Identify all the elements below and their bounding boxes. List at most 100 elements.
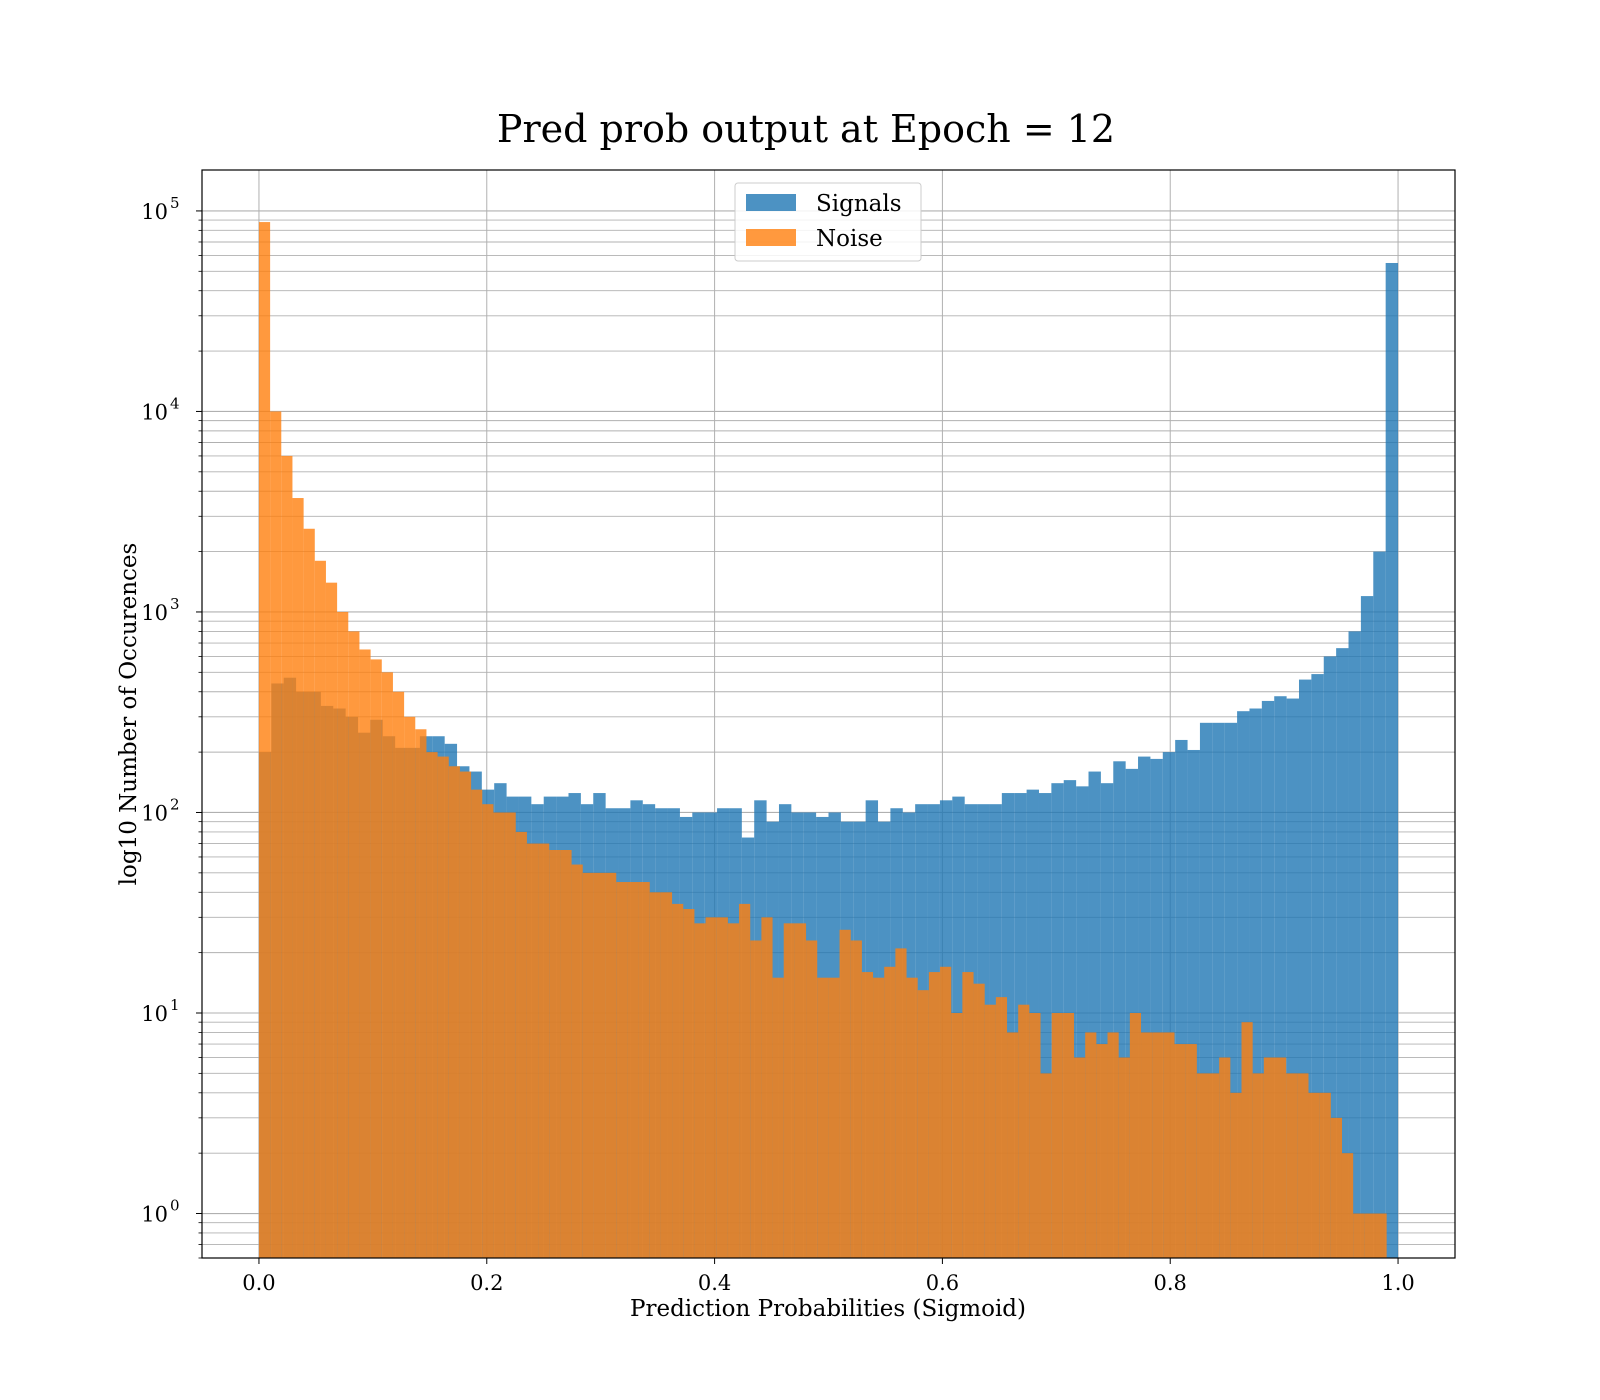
bar-noise [538, 843, 550, 1258]
y-tick-exponent: 5 [170, 194, 180, 212]
bar-noise [750, 940, 762, 1258]
bar-noise [1118, 1057, 1130, 1258]
y-tick-label: 10 [141, 1002, 168, 1026]
y-tick-label: 10 [141, 400, 168, 424]
bar-noise [727, 923, 740, 1258]
bar-noise [404, 716, 416, 1258]
bar-noise [1319, 1092, 1331, 1258]
y-tick-exponent: 1 [170, 996, 180, 1014]
bar-noise [984, 1004, 996, 1258]
bar-noise [504, 812, 516, 1258]
bar-noise [1308, 1092, 1320, 1258]
bar-noise [951, 1012, 963, 1258]
bar-noise [359, 649, 371, 1258]
bar-noise [1163, 1032, 1175, 1258]
bar-noise [471, 789, 483, 1258]
legend-swatch-noise [746, 229, 796, 246]
bar-noise [1375, 1213, 1387, 1258]
bar-noise [1341, 1153, 1354, 1258]
bar-noise [672, 903, 684, 1258]
bar-noise [1107, 1032, 1119, 1258]
bar-noise [995, 997, 1008, 1258]
bar-noise [906, 977, 918, 1258]
legend-label-signals: Signals [816, 191, 902, 217]
bar-noise [716, 917, 728, 1258]
bar-signals [1385, 262, 1399, 1258]
bar-noise [1330, 1117, 1342, 1258]
bar-noise [549, 849, 561, 1258]
y-tick-exponent: 2 [170, 795, 180, 813]
bar-noise [806, 940, 818, 1258]
bar-noise [1219, 1057, 1231, 1258]
bar-noise [1196, 1073, 1209, 1258]
bar-noise [917, 990, 929, 1258]
bar-noise [940, 966, 952, 1258]
bar-noise [381, 672, 393, 1258]
y-tick-exponent: 0 [170, 1197, 180, 1215]
bar-noise [649, 892, 661, 1258]
bar-noise [1141, 1032, 1153, 1258]
bar-noise [303, 528, 315, 1258]
bar-noise [705, 917, 717, 1258]
x-tick-label: 1.0 [1381, 1271, 1414, 1295]
bar-noise [1007, 1032, 1019, 1258]
bar-noise [839, 929, 851, 1258]
bar-noise [370, 659, 382, 1258]
bar-noise [1275, 1057, 1287, 1258]
bar-noise [605, 872, 617, 1258]
bar-noise [1353, 1213, 1365, 1258]
chart-title: Pred prob output at Epoch = 12 [497, 107, 1115, 151]
bar-noise [482, 804, 494, 1258]
bar-noise [761, 917, 773, 1258]
x-axis: 0.0 0.2 0.4 0.6 0.8 1.0 [242, 1258, 1415, 1295]
bar-noise [292, 498, 304, 1258]
bar-noise [1018, 1004, 1030, 1258]
bar-noise [694, 923, 706, 1258]
bar-noise [739, 903, 751, 1258]
bar-noise [314, 560, 326, 1258]
bar-noise [1286, 1073, 1298, 1258]
bar-noise [1263, 1057, 1276, 1258]
bar-signals [1348, 631, 1361, 1258]
bar-noise [1364, 1213, 1376, 1258]
bar-noise [1096, 1044, 1108, 1258]
bar-noise [1208, 1073, 1220, 1258]
bar-noise [493, 812, 505, 1258]
bar-noise [861, 972, 874, 1258]
bar-noise [772, 977, 784, 1258]
bar-noise [1029, 1012, 1041, 1258]
bar-noise [1230, 1092, 1242, 1258]
bar-noise [850, 940, 862, 1258]
bar-noise [426, 752, 438, 1258]
bar-noise [515, 831, 527, 1258]
x-tick-label: 0.2 [470, 1271, 503, 1295]
bar-noise [270, 411, 282, 1258]
bar-noise [828, 977, 840, 1258]
bar-noise [1040, 1073, 1052, 1258]
x-tick-label: 0.4 [698, 1271, 731, 1295]
bar-noise [1152, 1032, 1164, 1258]
bar-noise [348, 631, 360, 1258]
bar-noise [337, 611, 349, 1258]
bar-noise [1074, 1057, 1086, 1258]
bar-noise [973, 983, 985, 1258]
bar-noise [1174, 1044, 1186, 1258]
bar-noise [783, 923, 795, 1258]
x-axis-label: Prediction Probabilities (Sigmoid) [630, 1296, 1026, 1322]
x-tick-label: 0.0 [242, 1271, 275, 1295]
y-tick-exponent: 3 [170, 595, 180, 613]
bar-noise [1241, 1022, 1253, 1258]
bar-noise [1185, 1044, 1197, 1258]
y-tick-label: 10 [141, 601, 168, 625]
bar-noise [660, 892, 673, 1258]
plot-frame [201, 169, 1456, 1259]
series-noise [258, 222, 1387, 1258]
legend-label-noise: Noise [816, 226, 883, 252]
bar-noise [1297, 1073, 1309, 1258]
bar-noise [325, 582, 338, 1258]
bar-noise [281, 455, 293, 1258]
bar-noise [1129, 1012, 1142, 1258]
bar-noise [415, 729, 427, 1258]
